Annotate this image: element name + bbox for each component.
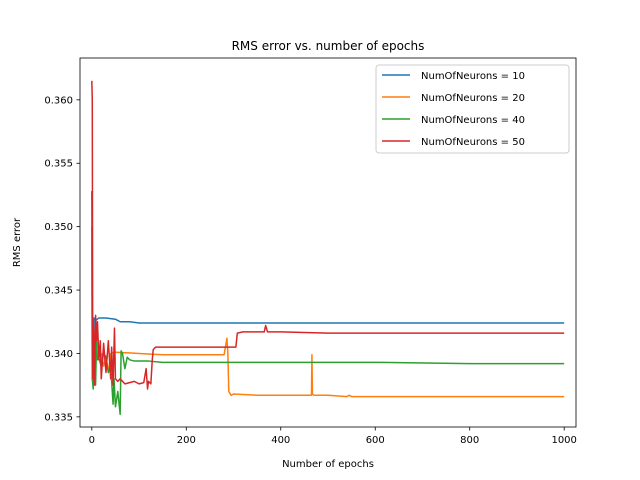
chart-title: RMS error vs. number of epochs [232,39,425,53]
y-tick-label: 0.355 [44,159,73,170]
legend-label-2: NumOfNeurons = 20 [421,93,525,104]
legend-label-1: NumOfNeurons = 10 [421,71,525,82]
legend-box [375,64,570,154]
y-tick-label: 0.335 [44,412,73,423]
x-axis-ticks: 0 200 400 600 800 1000 [89,427,577,446]
x-tick-label: 0 [89,435,95,446]
y-axis-ticks: 0.335 0.340 0.345 0.350 0.355 0.360 [44,95,80,423]
y-tick-label: 0.340 [44,349,73,360]
x-axis-label: Number of epochs [282,459,374,470]
x-tick-label: 200 [177,435,196,446]
x-tick-label: 600 [366,435,385,446]
y-tick-label: 0.350 [44,222,73,233]
series-line-4 [91,80,565,390]
x-tick-label: 400 [271,435,290,446]
plot-frame [79,57,577,428]
series-line-3 [91,226,565,416]
legend: NumOfNeurons = 10 NumOfNeurons = 20 NumOfN… [375,64,570,154]
x-tick-label: 800 [460,435,479,446]
y-axis-label: RMS error [12,217,23,267]
legend-label-3: NumOfNeurons = 40 [421,115,525,126]
x-tick-label: 1000 [551,435,576,446]
y-tick-label: 0.360 [44,95,73,106]
legend-label-4: NumOfNeurons = 50 [421,137,525,148]
y-tick-label: 0.345 [44,286,73,297]
plot-lines [91,80,565,416]
